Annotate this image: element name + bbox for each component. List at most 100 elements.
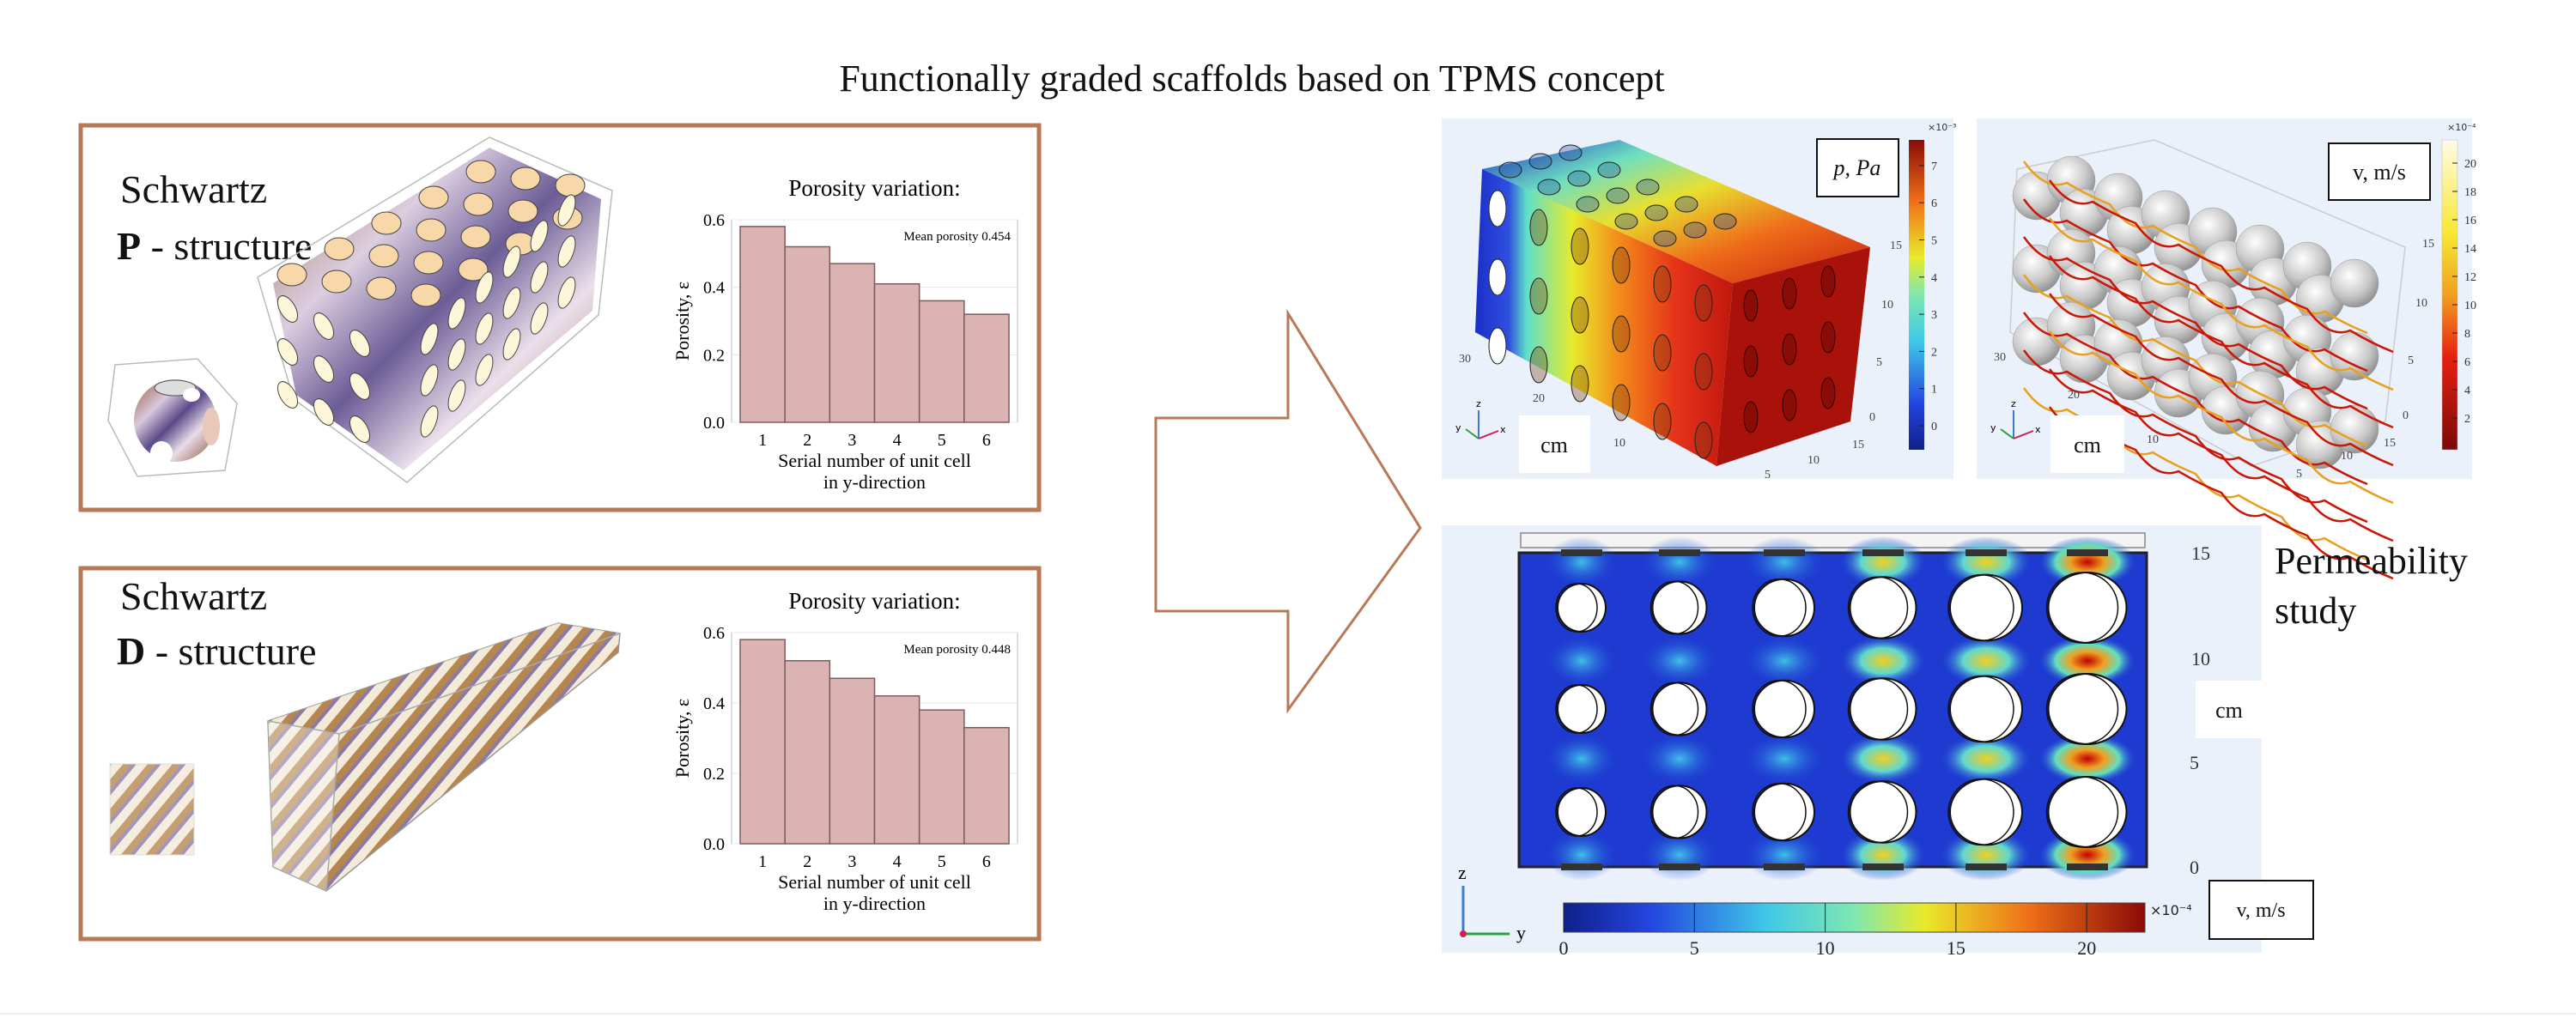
y-tick-label: 0.0 — [703, 835, 725, 854]
pore — [1849, 576, 1917, 639]
d-unit-cell-illustration — [109, 763, 195, 856]
pore-outline — [1649, 580, 1699, 635]
pore-top — [276, 263, 307, 287]
edge-pore — [1764, 863, 1805, 870]
pore-side — [557, 276, 576, 309]
edge-pore — [1659, 863, 1700, 870]
p-scaffold-illustration — [257, 136, 613, 483]
axis-label: 20 — [2068, 389, 2080, 402]
bar — [784, 245, 831, 423]
pore — [1557, 583, 1607, 633]
pore-outline — [1752, 579, 1807, 637]
pore — [1529, 346, 1548, 384]
pore-top — [416, 218, 447, 242]
axis-label: 15 — [2191, 542, 2210, 564]
bar — [784, 660, 831, 845]
pore-side — [530, 302, 549, 335]
colorbar-tick-label: 1 — [1931, 384, 1937, 397]
colorbar-tick-label: 0 — [1559, 937, 1569, 959]
panel-frame — [78, 123, 1042, 512]
pore — [1571, 227, 1589, 265]
pore — [1782, 277, 1797, 310]
bar — [918, 709, 965, 845]
pore — [1537, 179, 1561, 196]
bar — [873, 695, 920, 845]
colorbar-tick-label: 15 — [1947, 937, 1965, 959]
velocity-hotspot — [1743, 635, 1826, 687]
pore — [1558, 144, 1583, 161]
pore — [1614, 213, 1638, 230]
axis-triad: z y x — [1990, 398, 2041, 439]
panel-name-line1: Schwartz — [120, 574, 267, 618]
panel-name-line1: Schwartz — [120, 167, 267, 211]
axis-label: 15 — [2384, 437, 2396, 450]
pore-side — [502, 245, 521, 278]
axis-label: 5 — [2190, 752, 2199, 773]
structure-letter: D — [117, 629, 145, 673]
colorbar-tick-label: 20 — [2077, 937, 2096, 959]
velocity-streamline-view: 30 20 10 15 10 5 0 15 10 5 2 4 6 8 10 12 14 16 1… — [1977, 118, 2476, 580]
pore-side — [475, 312, 494, 345]
unit-label: cm — [2074, 433, 2101, 457]
axis-label: 5 — [1765, 469, 1771, 482]
pore — [1849, 677, 1917, 741]
pore-outline — [2045, 673, 2119, 745]
pore — [1694, 421, 1713, 459]
quantity-label-box — [2208, 880, 2314, 940]
pore — [1820, 321, 1836, 354]
pore — [1949, 675, 2023, 743]
pore — [1743, 289, 1759, 322]
y-tick-label: 0.6 — [703, 211, 725, 230]
pore — [2047, 572, 2128, 644]
x-tick-label: 4 — [893, 431, 902, 450]
velocity-hotspot — [1546, 536, 1618, 588]
pore — [1849, 780, 1917, 844]
x-tick-label: 5 — [938, 431, 946, 450]
streamline — [2048, 368, 2394, 542]
pore-top — [368, 244, 399, 268]
streamline — [2048, 255, 2394, 429]
pore-side — [530, 261, 549, 294]
pore — [1782, 389, 1797, 421]
permeability-view: 15 10 5 0 cm 0 5 10 15 20 ×10⁻⁴ v, m/s z y P… — [1442, 525, 2468, 959]
triad-z: z — [1476, 398, 1481, 409]
triad-z: z — [1458, 862, 1467, 883]
unit-label: cm — [2215, 698, 2243, 723]
pore — [1636, 179, 1660, 196]
pore-outline — [1555, 684, 1598, 734]
pore-top — [413, 251, 444, 275]
velocity-hotspot — [1839, 829, 1927, 881]
pore-outline — [2045, 572, 2119, 644]
pore-outline — [1752, 783, 1807, 841]
x-tick-label: 2 — [803, 852, 811, 871]
d-structure-panel: Schwartz D - structure Porosity variatio… — [78, 566, 1042, 942]
streamline — [2048, 179, 2394, 354]
p-structure-panel: Schwartz P - structure Porosity variatio… — [78, 123, 1042, 512]
velocity-hotspot — [1940, 635, 2032, 687]
velocity-hotspot — [2038, 536, 2136, 588]
colorbar-tick-label: 3 — [1931, 309, 1937, 322]
axis-label: 10 — [1807, 454, 1820, 467]
axis-label: 5 — [2296, 468, 2302, 481]
pore-side — [349, 415, 371, 443]
pore — [1606, 187, 1630, 204]
mean-porosity-annotation: Mean porosity 0.448 — [903, 643, 1011, 657]
bar — [873, 282, 920, 423]
x-axis-label-line2: in y-direction — [823, 893, 926, 914]
quantity-label: p, Pa — [1832, 155, 1881, 180]
pore-side — [349, 373, 371, 400]
x-tick-label: 1 — [758, 852, 767, 871]
pore — [1683, 221, 1707, 239]
axis-label: 0 — [1869, 411, 1875, 424]
pore — [1612, 246, 1631, 284]
velocity-slice — [1517, 551, 2148, 869]
pore-outline — [1947, 573, 2014, 642]
y-tick-label: 0.2 — [703, 765, 725, 784]
edge-pore — [1659, 549, 1700, 556]
pore-outline — [1555, 583, 1598, 633]
pore-outline — [1847, 576, 1909, 639]
unit-label: cm — [1540, 433, 1568, 457]
pore — [1713, 213, 1737, 230]
velocity-hotspot — [1641, 536, 1718, 588]
colorbar-tick-label: 20 — [2464, 158, 2476, 171]
